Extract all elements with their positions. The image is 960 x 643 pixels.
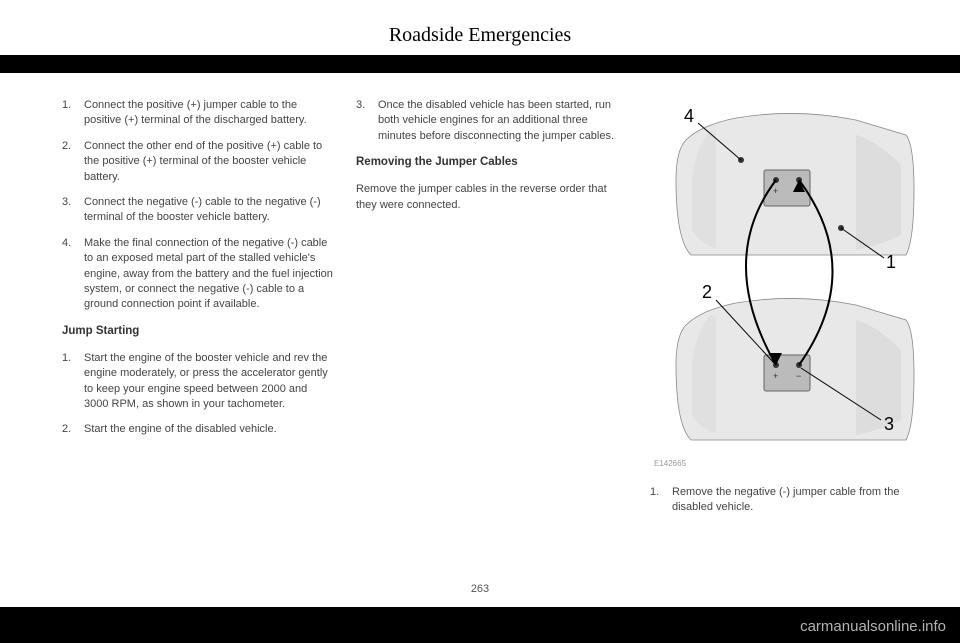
page-number: 263 <box>0 583 960 595</box>
svg-text:−: − <box>796 371 801 381</box>
chapter-title: Roadside Emergencies <box>0 0 960 47</box>
diagram-label-1: 1 <box>886 252 896 272</box>
column-1: Connect the positive (+) jumper cable to… <box>62 90 334 583</box>
list-item: Remove the negative (-) jumper cable fro… <box>650 485 922 516</box>
diagram-label-3: 3 <box>884 414 894 434</box>
column-2: Once the disabled vehicle has been start… <box>356 90 628 583</box>
list-item: Start the engine of the disabled vehicle… <box>62 422 334 437</box>
diagram-label-2: 2 <box>702 282 712 302</box>
jump-starting-heading: Jump Starting <box>62 323 334 339</box>
removing-cables-text: Remove the jumper cables in the reverse … <box>356 182 628 213</box>
list-item: Connect the positive (+) jumper cable to… <box>62 98 334 129</box>
diagram-code: E142665 <box>654 458 686 469</box>
list-item: Make the final connection of the negativ… <box>62 236 334 313</box>
diagram-label-4: 4 <box>684 106 694 126</box>
removal-steps-list: Remove the negative (-) jumper cable fro… <box>650 485 922 526</box>
svg-text:+: + <box>773 186 778 196</box>
jumper-cable-diagram: + − + − <box>650 90 922 475</box>
list-item: Connect the negative (-) cable to the ne… <box>62 195 334 226</box>
svg-text:+: + <box>773 371 778 381</box>
header-bar <box>0 55 960 73</box>
list-item: Connect the other end of the positive (+… <box>62 139 334 185</box>
page-content: Connect the positive (+) jumper cable to… <box>62 90 922 583</box>
list-item: Once the disabled vehicle has been start… <box>356 98 628 144</box>
jump-starting-steps-list: Start the engine of the booster vehicle … <box>62 351 334 438</box>
column-3: + − + − <box>650 90 922 583</box>
connection-steps-list: Connect the positive (+) jumper cable to… <box>62 98 334 313</box>
watermark: carmanualsonline.info <box>800 618 946 635</box>
continued-steps-list: Once the disabled vehicle has been start… <box>356 98 628 144</box>
list-item: Start the engine of the booster vehicle … <box>62 351 334 413</box>
removing-cables-heading: Removing the Jumper Cables <box>356 154 628 170</box>
